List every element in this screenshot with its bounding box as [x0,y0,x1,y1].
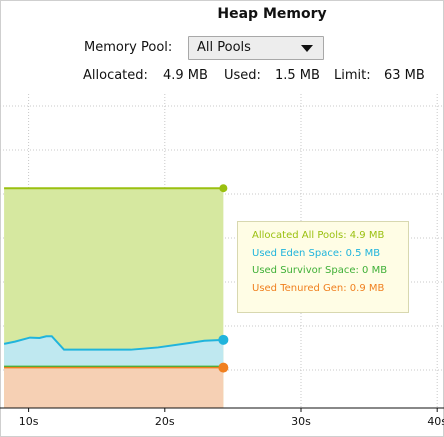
heap-memory-chart[interactable]: 10s 20s 30s 40s [0,94,444,437]
panel-title: Heap Memory [217,6,327,22]
memory-pool-selected-value: All Pools [197,40,251,55]
limit-label: Limit: [334,68,371,83]
tooltip-allocated: Allocated All Pools: 4.9 MB [252,230,385,241]
allocated-label: Allocated: [83,68,148,83]
used-label: Used: [224,68,261,83]
tooltip-survivor: Used Survivor Space: 0 MB [252,265,388,276]
x-tick-label-3: 40s [427,415,444,428]
eden-marker [218,334,229,345]
tenured-area [4,367,224,408]
x-tick-label-2: 30s [291,415,311,428]
chart-tooltip: Allocated All Pools: 4.9 MB Used Eden Sp… [237,221,409,313]
memory-pool-label: Memory Pool: [84,40,173,55]
x-tick-label-1: 20s [155,415,175,428]
limit-value: 63 MB [384,68,425,83]
tooltip-eden: Used Eden Space: 0.5 MB [252,247,381,259]
allocated-marker [219,184,228,193]
used-value: 1.5 MB [275,68,320,83]
dropdown-arrow-icon[interactable] [301,45,313,52]
eden-line [3,335,224,351]
tooltip-tenured: Used Tenured Gen: 0.9 MB [252,282,385,294]
x-tick-label-0: 10s [19,415,39,428]
tenured-marker [218,362,229,373]
allocated-value: 4.9 MB [163,68,208,83]
memory-pool-dropdown[interactable]: All Pools [188,36,324,60]
